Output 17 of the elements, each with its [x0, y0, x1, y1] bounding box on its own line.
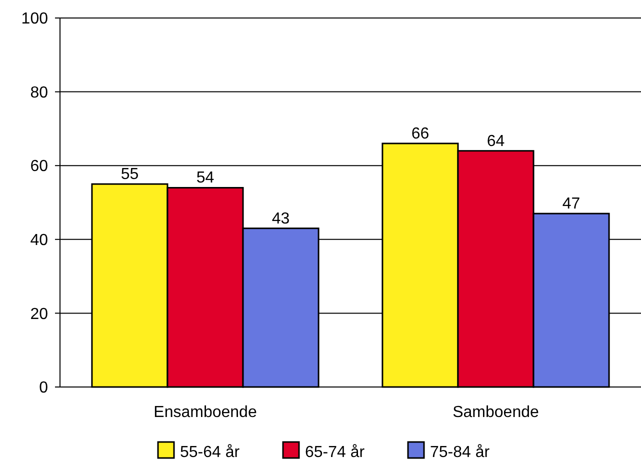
data-label: 55 — [120, 166, 139, 184]
x-tick-label: Samboende — [452, 404, 539, 421]
data-label: 66 — [411, 125, 430, 142]
y-tick-label: 0 — [39, 380, 48, 397]
legend-label: 55-64 år — [180, 444, 240, 461]
legend-label: 65-74 år — [305, 444, 366, 461]
y-tick-label: 40 — [30, 232, 48, 249]
data-label: 43 — [272, 210, 290, 228]
y-tick-label: 100 — [21, 10, 48, 28]
y-tick-label: 80 — [30, 84, 48, 102]
y-tick-label: 20 — [30, 306, 48, 323]
data-label: 54 — [196, 170, 214, 187]
data-label: 47 — [562, 196, 580, 213]
y-tick-label: 60 — [30, 158, 48, 176]
legend-label: 75-84 år — [430, 444, 490, 461]
x-tick-label: Ensamboende — [154, 404, 257, 421]
data-label: 64 — [486, 132, 505, 150]
